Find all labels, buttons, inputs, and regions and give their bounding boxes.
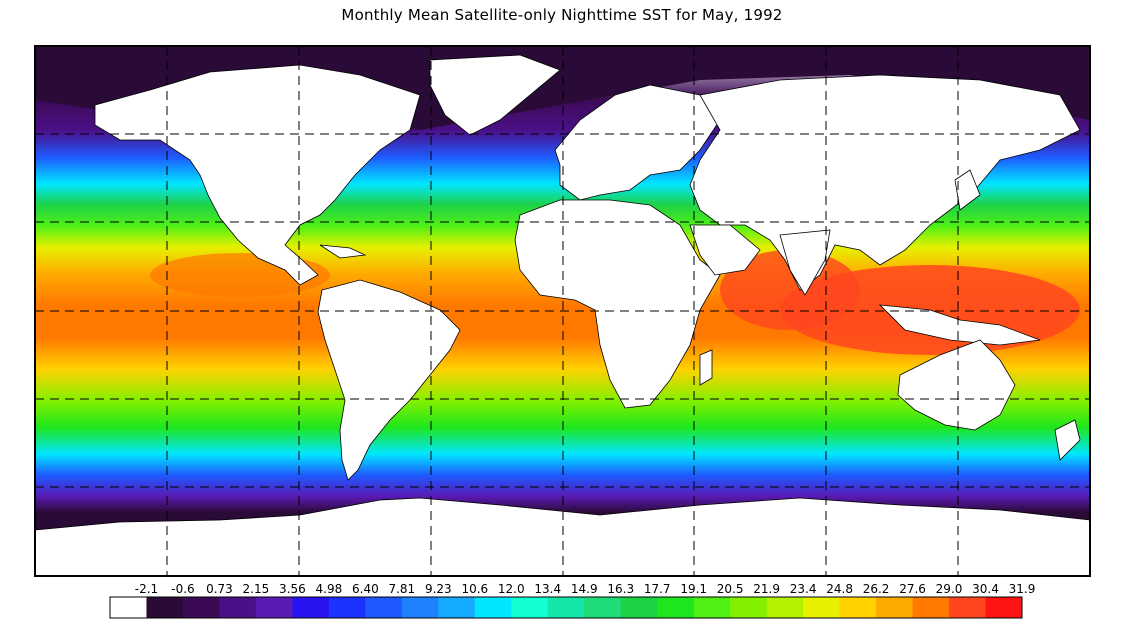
colorbar-swatch bbox=[620, 597, 658, 618]
colorbar-swatch bbox=[766, 597, 804, 618]
colorbar-swatch bbox=[730, 597, 768, 618]
colorbar-swatch bbox=[401, 597, 439, 618]
colorbar-swatch bbox=[803, 597, 841, 618]
north-america-landmass bbox=[94, 64, 421, 286]
map-frame bbox=[34, 45, 1091, 577]
colorbar-tick-labels: -2.1 -0.6 0.73 2.15 3.56 4.98 6.40 7.81 9.23 10.6… bbox=[135, 582, 1036, 596]
colorbar-swatch bbox=[182, 597, 220, 618]
colorbar-swatch bbox=[839, 597, 877, 618]
africa-landmass bbox=[514, 199, 721, 409]
colorbar-swatch bbox=[657, 597, 695, 618]
colorbar-swatch bbox=[110, 597, 147, 618]
colorbar-tick-label: 27.6 bbox=[899, 582, 926, 596]
colorbar-tick-label: 4.98 bbox=[316, 582, 343, 596]
colorbar-tick-label: 26.2 bbox=[863, 582, 890, 596]
colorbar-swatch bbox=[876, 597, 914, 618]
europe-landmass bbox=[554, 84, 721, 201]
greenland-landmass bbox=[429, 54, 561, 136]
colorbar-tick-label: 30.4 bbox=[972, 582, 999, 596]
colorbar-swatch bbox=[949, 597, 987, 618]
colorbar-tick-label: 20.5 bbox=[717, 582, 744, 596]
colorbar-tick-label: 3.56 bbox=[279, 582, 306, 596]
colorbar-swatch bbox=[547, 597, 585, 618]
caribbean-islands bbox=[319, 244, 367, 259]
colorbar-tick-label: 21.9 bbox=[753, 582, 780, 596]
colorbar-tick-label: -0.6 bbox=[171, 582, 194, 596]
colorbar-swatch bbox=[474, 597, 512, 618]
madagascar-landmass bbox=[699, 349, 713, 386]
arabia-landmass bbox=[689, 224, 761, 276]
colorbar-tick-label: 23.4 bbox=[790, 582, 817, 596]
indonesia-islands bbox=[878, 304, 1041, 346]
colorbar-tick-label: 10.6 bbox=[461, 582, 488, 596]
colorbar-swatches bbox=[109, 596, 1023, 619]
colorbar-tick-label: 17.7 bbox=[644, 582, 671, 596]
colorbar-frame bbox=[109, 596, 1023, 619]
colorbar-tick-label: 12.0 bbox=[498, 582, 525, 596]
colorbar-tick-label: 2.15 bbox=[243, 582, 270, 596]
colorbar-tick-label: 9.23 bbox=[425, 582, 452, 596]
colorbar-swatch bbox=[255, 597, 293, 618]
colorbar-tick-label: 0.73 bbox=[206, 582, 233, 596]
indian-ocean-warm-pool bbox=[720, 250, 860, 330]
colorbar-swatch bbox=[584, 597, 622, 618]
india-landmass bbox=[779, 229, 831, 296]
colorbar-tick-label: 6.40 bbox=[352, 582, 379, 596]
colorbar-tick-label: 31.9 bbox=[1009, 582, 1036, 596]
colorbar-swatch bbox=[328, 597, 366, 618]
colorbar-swatch bbox=[365, 597, 403, 618]
colorbar-tick-label: 29.0 bbox=[936, 582, 963, 596]
colorbar-swatch bbox=[693, 597, 731, 618]
colorbar-tick-label: 13.4 bbox=[534, 582, 561, 596]
new-zealand-islands bbox=[1054, 419, 1081, 461]
australia-landmass bbox=[897, 339, 1016, 431]
colorbar-swatch bbox=[438, 597, 476, 618]
colorbar-swatch bbox=[219, 597, 257, 618]
map-graticule bbox=[35, 46, 1090, 576]
colorbar-tick-label: -2.1 bbox=[135, 582, 158, 596]
colorbar-tick-label: 16.3 bbox=[607, 582, 634, 596]
colorbar-tick-label: 7.81 bbox=[388, 582, 415, 596]
colorbar-swatch bbox=[511, 597, 549, 618]
colorbar-swatch bbox=[146, 597, 184, 618]
colorbar-swatch bbox=[985, 597, 1023, 618]
colorbar-tick-label: 24.8 bbox=[826, 582, 853, 596]
map-title: Monthly Mean Satellite-only Nighttime SS… bbox=[341, 6, 783, 24]
south-america-landmass bbox=[317, 279, 461, 481]
colorbar-swatch bbox=[292, 597, 330, 618]
colorbar-swatch bbox=[912, 597, 950, 618]
colorbar-tick-label: 19.1 bbox=[680, 582, 707, 596]
colorbar-tick-label: 14.9 bbox=[571, 582, 598, 596]
